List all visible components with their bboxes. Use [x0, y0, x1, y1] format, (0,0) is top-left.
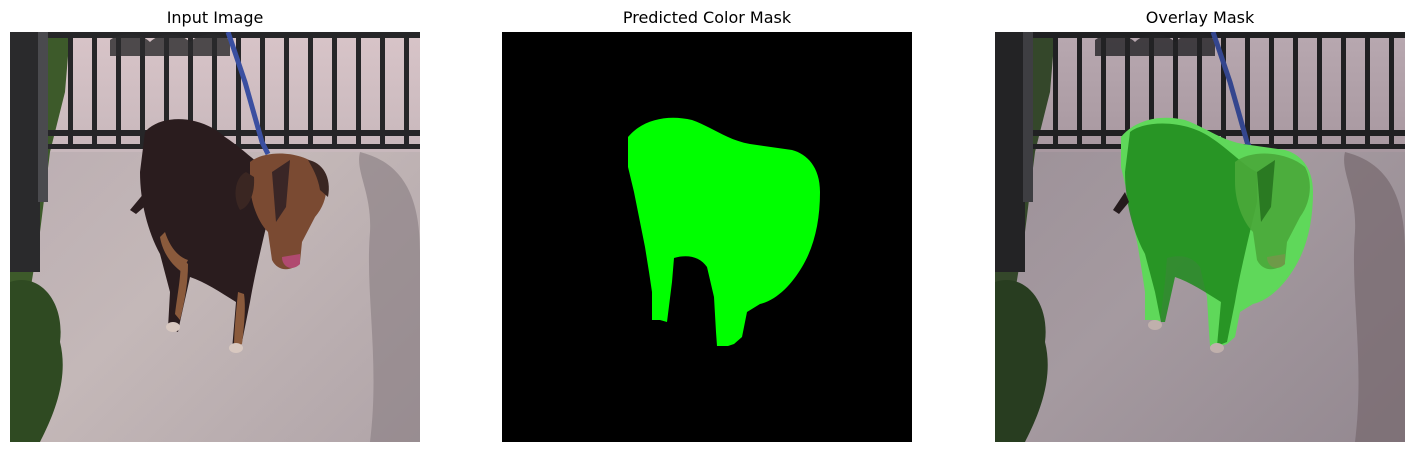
mask-region	[628, 117, 820, 346]
predicted-color-mask-image	[502, 32, 912, 442]
panel-title-input-image: Input Image	[166, 8, 264, 27]
panel-title-predicted-color-mask: Predicted Color Mask	[622, 8, 792, 27]
input-image	[10, 32, 420, 442]
panel-title-overlay-mask: Overlay Mask	[1145, 8, 1255, 27]
overlay-mask-image	[995, 32, 1405, 442]
